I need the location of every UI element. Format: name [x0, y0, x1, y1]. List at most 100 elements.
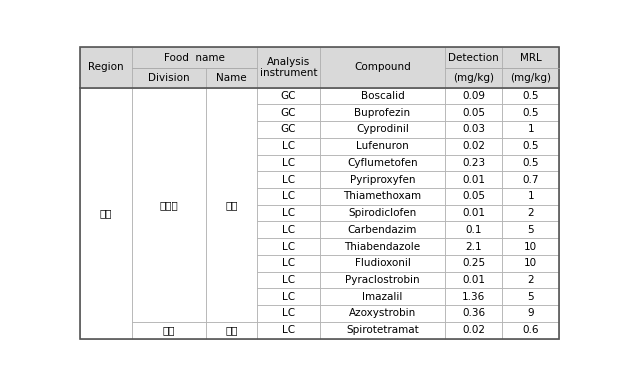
Bar: [502, 305, 559, 322]
Text: Lufenuron: Lufenuron: [356, 141, 409, 151]
Text: 1: 1: [527, 191, 534, 201]
Bar: [319, 238, 445, 255]
Text: 10: 10: [524, 258, 537, 268]
Bar: [319, 171, 445, 188]
Text: 2.1: 2.1: [466, 241, 482, 251]
Text: 0.02: 0.02: [462, 141, 485, 151]
Text: Azoxystrobin: Azoxystrobin: [349, 308, 416, 319]
Text: 0.7: 0.7: [522, 175, 539, 185]
Bar: [502, 138, 559, 154]
Text: 0.01: 0.01: [462, 208, 485, 218]
Text: GC: GC: [281, 125, 296, 134]
Text: 5: 5: [527, 225, 534, 235]
Bar: [445, 222, 502, 238]
Text: 0.1: 0.1: [466, 225, 482, 235]
Text: 서류: 서류: [162, 325, 175, 335]
Bar: [319, 104, 445, 121]
Text: LC: LC: [282, 175, 295, 185]
Bar: [319, 205, 445, 222]
Bar: [502, 288, 559, 305]
Bar: [502, 188, 559, 205]
Bar: [502, 154, 559, 171]
Text: LC: LC: [282, 241, 295, 251]
Bar: [319, 121, 445, 138]
Bar: [319, 322, 445, 338]
Text: Cyprodinil: Cyprodinil: [356, 125, 409, 134]
Bar: [319, 305, 445, 322]
Bar: [257, 205, 319, 222]
Bar: [502, 171, 559, 188]
Text: 0.02: 0.02: [462, 325, 485, 335]
Bar: [502, 104, 559, 121]
Bar: [257, 255, 319, 272]
Text: Pyraclostrobin: Pyraclostrobin: [345, 275, 420, 285]
Text: LC: LC: [282, 191, 295, 201]
Text: Spirotetramat: Spirotetramat: [346, 325, 419, 335]
Bar: [206, 322, 257, 338]
Bar: [502, 87, 559, 104]
Text: Food  name: Food name: [164, 53, 225, 63]
Text: 감자: 감자: [225, 325, 238, 335]
Text: LC: LC: [282, 208, 295, 218]
Bar: [445, 188, 502, 205]
Text: 0.5: 0.5: [522, 141, 539, 151]
Bar: [257, 138, 319, 154]
Bar: [132, 87, 206, 322]
Text: Imazalil: Imazalil: [363, 292, 402, 302]
Text: Carbendazim: Carbendazim: [348, 225, 417, 235]
Bar: [257, 288, 319, 305]
Text: Detection: Detection: [448, 53, 499, 63]
Text: 0.5: 0.5: [522, 108, 539, 118]
Text: GC: GC: [281, 108, 296, 118]
Text: Cyflumetofen: Cyflumetofen: [347, 158, 418, 168]
Bar: [319, 87, 445, 104]
Text: 0.01: 0.01: [462, 175, 485, 185]
Bar: [132, 322, 206, 338]
Text: LC: LC: [282, 225, 295, 235]
Bar: [257, 154, 319, 171]
Text: LC: LC: [282, 308, 295, 319]
Text: 10: 10: [524, 241, 537, 251]
Bar: [502, 255, 559, 272]
Bar: [319, 138, 445, 154]
Bar: [445, 255, 502, 272]
Bar: [206, 68, 257, 87]
Bar: [445, 322, 502, 338]
Text: Spirodiclofen: Spirodiclofen: [348, 208, 417, 218]
Bar: [319, 272, 445, 288]
Bar: [445, 138, 502, 154]
Bar: [257, 47, 319, 87]
Bar: [257, 305, 319, 322]
Text: MRL: MRL: [520, 53, 542, 63]
Text: Pyriproxyfen: Pyriproxyfen: [349, 175, 415, 185]
Bar: [257, 87, 319, 104]
Text: Name: Name: [216, 73, 246, 83]
Text: (mg/kg): (mg/kg): [510, 73, 551, 83]
Bar: [206, 87, 257, 322]
Bar: [319, 255, 445, 272]
Text: 대전: 대전: [100, 208, 112, 218]
Text: LC: LC: [282, 292, 295, 302]
Bar: [257, 272, 319, 288]
Bar: [80, 87, 132, 338]
Bar: [445, 121, 502, 138]
Text: 0.01: 0.01: [462, 275, 485, 285]
Bar: [445, 272, 502, 288]
Text: 감귄류: 감귄류: [159, 200, 178, 210]
Text: LC: LC: [282, 141, 295, 151]
Bar: [132, 68, 206, 87]
Text: Fludioxonil: Fludioxonil: [354, 258, 411, 268]
Bar: [445, 238, 502, 255]
Text: LC: LC: [282, 158, 295, 168]
Text: 0.09: 0.09: [462, 91, 485, 101]
Bar: [257, 188, 319, 205]
Bar: [257, 222, 319, 238]
Text: 0.03: 0.03: [462, 125, 485, 134]
Text: 5: 5: [527, 292, 534, 302]
Bar: [319, 222, 445, 238]
Text: 1.36: 1.36: [462, 292, 485, 302]
Bar: [445, 47, 502, 68]
Bar: [257, 104, 319, 121]
Text: LC: LC: [282, 258, 295, 268]
Text: (mg/kg): (mg/kg): [453, 73, 494, 83]
